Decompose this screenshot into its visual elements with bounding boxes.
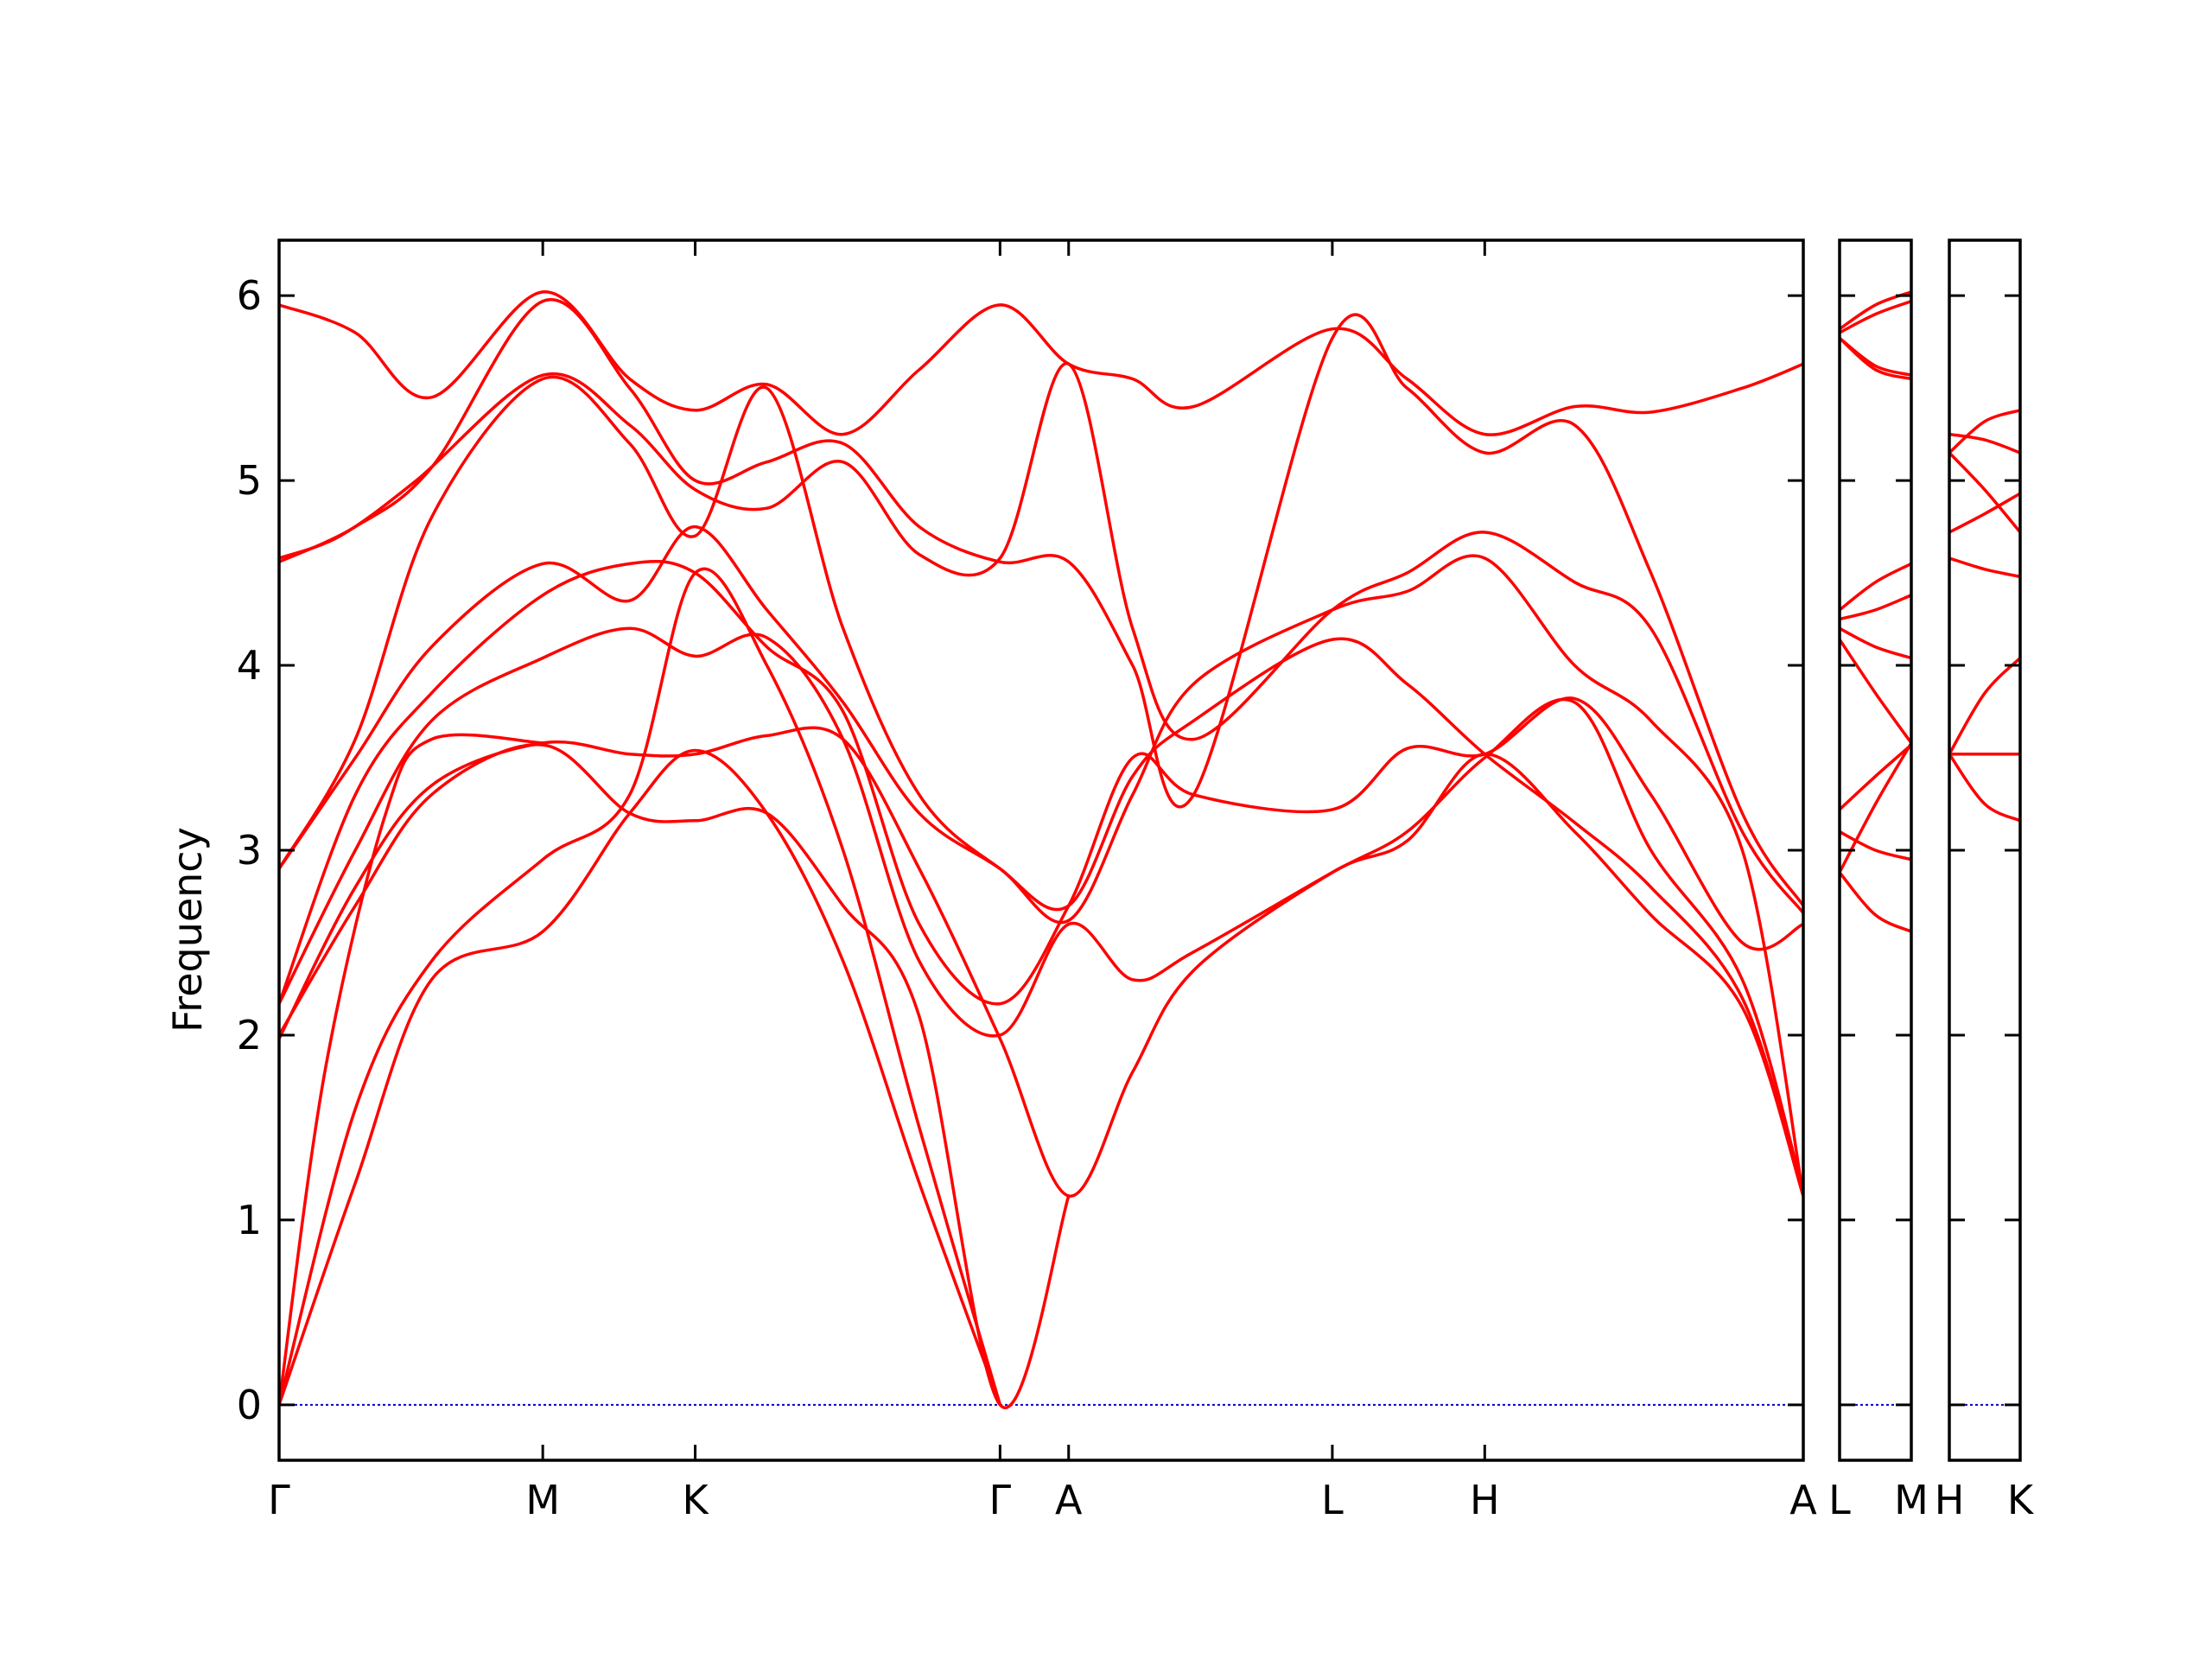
phonon-band (1840, 299, 1911, 334)
phonon-band (1949, 451, 2020, 534)
band-group (279, 290, 1803, 1409)
y-tick-label: 0 (237, 1382, 262, 1428)
phonon-band (1840, 290, 1911, 331)
phonon-band (279, 726, 1803, 1198)
panel-frame (1948, 238, 2022, 1462)
panel-frame (1838, 238, 1913, 1462)
band-group (1949, 409, 2020, 823)
phonon-band (1840, 741, 1911, 874)
phonon-band (1840, 336, 1911, 381)
phonon-band (279, 298, 1803, 907)
x-tick-label: K (682, 1477, 709, 1523)
phonon-band (1840, 626, 1911, 660)
phonon-band (1949, 492, 2020, 534)
phonon-band (279, 748, 1002, 1407)
phonon-band (1840, 743, 1911, 811)
y-tick-label: 6 (237, 272, 262, 319)
x-tick-label: M (1894, 1477, 1929, 1523)
x-tick-label: K (2007, 1477, 2035, 1523)
phonon-band (279, 375, 1803, 1198)
y-tick-label: 2 (237, 1012, 262, 1058)
x-tick-label: L (1828, 1477, 1851, 1523)
phonon-band (1949, 556, 2020, 579)
phonon-band (1840, 870, 1911, 933)
y-tick-label: 4 (237, 642, 262, 689)
phonon-band (1949, 409, 2020, 454)
y-tick-labels: 0 1 2 3 4 5 6 (237, 272, 262, 1428)
band-group (1840, 290, 1911, 933)
phonon-band (1949, 753, 2020, 823)
x-tick-label: A (1055, 1477, 1083, 1523)
phonon-band (279, 567, 1002, 1407)
x-tick-label: Γ (268, 1477, 290, 1523)
y-tick-label: 1 (237, 1197, 262, 1243)
phonon-band (279, 559, 1803, 1006)
panel-frame (277, 238, 1805, 1462)
phonon-band (1840, 562, 1911, 612)
phonon-band (279, 626, 1803, 1194)
phonon-band (1840, 638, 1911, 745)
x-tick-label: Γ (989, 1477, 1012, 1523)
phonon-band (1840, 594, 1911, 621)
y-tick-label: 3 (237, 827, 262, 874)
x-tick-label: H (1935, 1477, 1965, 1523)
phonon-band (1949, 656, 2020, 756)
phonon-band (279, 743, 1071, 1409)
phonon-band (279, 733, 544, 1407)
phonon-band (279, 362, 1803, 915)
phonon-band (1949, 432, 2020, 454)
x-tick-label: A (1789, 1477, 1817, 1523)
x-tick-label: L (1321, 1477, 1344, 1523)
phonon-band (279, 290, 1803, 436)
y-axis-label: Frequency (164, 827, 211, 1033)
x-tick-label: M (525, 1477, 560, 1523)
x-tick-label: H (1470, 1477, 1500, 1523)
phonon-band (1840, 830, 1911, 861)
y-tick-label: 5 (237, 457, 262, 504)
phonon-band (279, 524, 1803, 1198)
